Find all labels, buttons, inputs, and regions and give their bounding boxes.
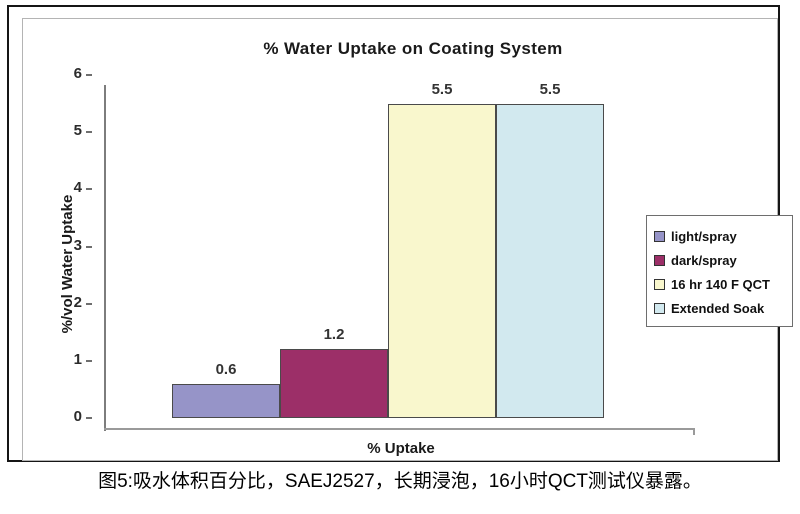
- chart-border: % Water Uptake on Coating System %/vol W…: [7, 5, 793, 462]
- y-axis-tick-label: 5: [73, 122, 82, 140]
- legend-label: light/spray: [671, 228, 737, 244]
- y-axis-tick-label: 3: [73, 236, 82, 254]
- legend: light/spray dark/spray 16 hr 140 F QCT Exte…: [646, 215, 793, 327]
- legend-swatch-icon: [654, 254, 665, 266]
- bar-16-hr-140-f-qct: [388, 104, 496, 418]
- y-axis-tick-label: 2: [73, 293, 82, 311]
- x-axis-line: [104, 428, 695, 430]
- y-axis-tick: [86, 302, 92, 305]
- y-axis-tick-label: 0: [73, 408, 82, 425]
- y-axis-tick: [86, 359, 92, 362]
- x-axis-end-tick: [693, 430, 695, 435]
- legend-item: 16 hr 140 F QCT: [654, 272, 785, 296]
- bar-dark-spray: [280, 349, 388, 418]
- y-axis-tick-label: 6: [73, 65, 82, 82]
- y-axis-tick-label: 4: [73, 179, 82, 197]
- legend-label: dark/spray: [671, 252, 737, 268]
- chart-title: % Water Uptake on Coating System: [263, 39, 563, 58]
- y-axis-tick: [86, 188, 92, 191]
- bar-value-label: 5.5: [539, 81, 561, 98]
- y-axis-tick: [86, 131, 92, 134]
- chart-frame: % Water Uptake on Coating System %/vol W…: [22, 18, 793, 461]
- legend-swatch-icon: [654, 230, 665, 242]
- bar-extended-soak: [496, 104, 604, 418]
- y-axis-line: [104, 85, 106, 431]
- bar-value-label: 1.2: [323, 326, 345, 343]
- bar-light-spray: [172, 384, 280, 418]
- legend-item: dark/spray: [654, 248, 785, 272]
- legend-swatch-icon: [654, 302, 665, 314]
- y-axis-tick: [86, 245, 92, 248]
- legend-label: 16 hr 140 F QCT: [671, 276, 770, 292]
- figure-caption: 图5:吸水体积百分比，SAEJ2527，长期浸泡，16小时QCT测试仪暴露。: [98, 471, 702, 492]
- bar-value-label: 0.6: [215, 361, 237, 378]
- x-axis-title: % Uptake: [367, 440, 435, 457]
- legend-item: light/spray: [654, 224, 785, 248]
- legend-label: Extended Soak: [671, 300, 765, 316]
- y-axis-tick: [86, 417, 92, 419]
- legend-item: Extended Soak: [654, 296, 785, 320]
- bar-value-label: 5.5: [431, 81, 453, 98]
- y-axis-tick: [86, 74, 92, 76]
- y-axis-tick-label: 1: [73, 350, 82, 368]
- legend-swatch-icon: [654, 278, 665, 290]
